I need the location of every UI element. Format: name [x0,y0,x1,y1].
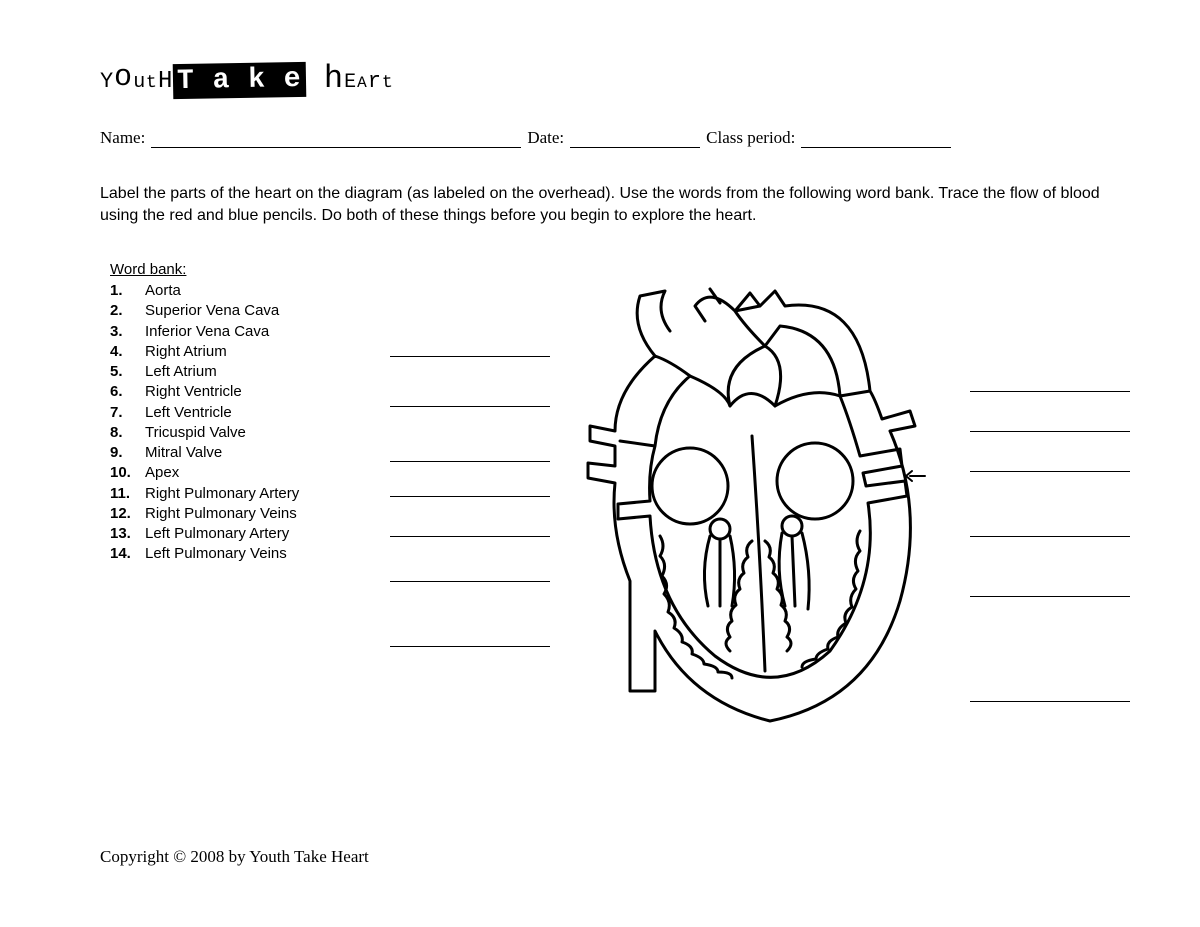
logo: YoutH T a k e hEArt [100,60,1110,98]
wordbank-item-term: Left Atrium [145,362,217,382]
wordbank-item-term: Apex [145,463,179,483]
name-label: Name: [100,128,145,148]
label-line-right[interactable] [970,391,1130,392]
wordbank-item-number: 7. [110,403,145,423]
label-line-left[interactable] [390,581,550,582]
wordbank-item-term: Right Pulmonary Veins [145,504,297,524]
label-line-left[interactable] [390,406,550,407]
heart-diagram [560,261,960,741]
wordbank-item-term: Left Ventricle [145,403,232,423]
wordbank-list: 1.Aorta2.Superior Vena Cava3.Inferior Ve… [110,281,299,565]
label-line-right[interactable] [970,701,1130,702]
wordbank-item: 14.Left Pulmonary Veins [110,544,299,564]
wordbank-item: 2.Superior Vena Cava [110,301,299,321]
wordbank-title: Word bank: [110,261,299,278]
label-line-right[interactable] [970,471,1130,472]
wordbank-item: 3.Inferior Vena Cava [110,322,299,342]
wordbank-item-term: Tricuspid Valve [145,423,246,443]
wordbank-item-number: 13. [110,524,145,544]
wordbank-item-number: 12. [110,504,145,524]
instructions-text: Label the parts of the heart on the diag… [100,183,1110,226]
wordbank-item-number: 3. [110,322,145,342]
wordbank-item-number: 9. [110,443,145,463]
wordbank-item-term: Mitral Valve [145,443,222,463]
wordbank-item-number: 8. [110,423,145,443]
period-label: Class period: [706,128,795,148]
word-bank: Word bank: 1.Aorta2.Superior Vena Cava3.… [110,261,299,565]
date-label: Date: [527,128,564,148]
wordbank-item-term: Left Pulmonary Artery [145,524,289,544]
diagram-area [390,261,1190,791]
wordbank-item: 7.Left Ventricle [110,403,299,423]
period-input-line[interactable] [801,130,951,148]
copyright-text: Copyright © 2008 by Youth Take Heart [100,847,369,867]
wordbank-item-number: 4. [110,342,145,362]
label-line-right[interactable] [970,536,1130,537]
wordbank-item-term: Superior Vena Cava [145,301,279,321]
wordbank-item-term: Right Ventricle [145,382,242,402]
date-input-line[interactable] [570,130,700,148]
wordbank-item: 13.Left Pulmonary Artery [110,524,299,544]
name-input-line[interactable] [151,130,521,148]
label-line-left[interactable] [390,646,550,647]
wordbank-item-number: 6. [110,382,145,402]
wordbank-item-number: 2. [110,301,145,321]
wordbank-item-number: 1. [110,281,145,301]
header-fields: Name: Date: Class period: [100,128,1110,148]
wordbank-item-number: 10. [110,463,145,483]
label-line-right[interactable] [970,431,1130,432]
wordbank-item: 6.Right Ventricle [110,382,299,402]
wordbank-item-number: 11. [110,484,145,504]
wordbank-item-term: Aorta [145,281,181,301]
content-area: Word bank: 1.Aorta2.Superior Vena Cava3.… [100,261,1110,791]
label-line-left[interactable] [390,536,550,537]
wordbank-item: 4.Right Atrium [110,342,299,362]
label-line-right[interactable] [970,596,1130,597]
wordbank-item: 10.Apex [110,463,299,483]
wordbank-item: 11.Right Pulmonary Artery [110,484,299,504]
wordbank-item-number: 5. [110,362,145,382]
wordbank-item-term: Left Pulmonary Veins [145,544,287,564]
wordbank-item-term: Right Pulmonary Artery [145,484,299,504]
label-line-left[interactable] [390,356,550,357]
wordbank-item: 9.Mitral Valve [110,443,299,463]
wordbank-item: 8.Tricuspid Valve [110,423,299,443]
label-line-left[interactable] [390,461,550,462]
wordbank-item-term: Right Atrium [145,342,227,362]
wordbank-item-term: Inferior Vena Cava [145,322,269,342]
wordbank-item: 1.Aorta [110,281,299,301]
wordbank-item-number: 14. [110,544,145,564]
wordbank-item: 12.Right Pulmonary Veins [110,504,299,524]
wordbank-item: 5.Left Atrium [110,362,299,382]
label-line-left[interactable] [390,496,550,497]
